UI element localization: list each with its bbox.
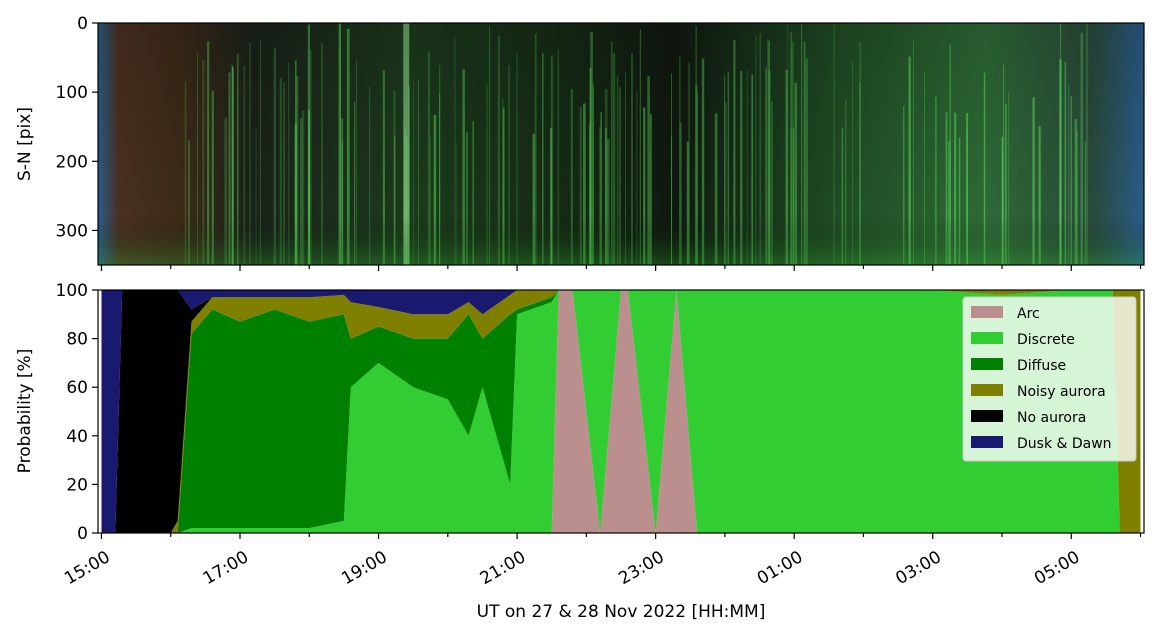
area-noisy-aurora: [101, 290, 1141, 533]
legend-box: [962, 296, 1137, 462]
legend-swatch: [971, 358, 1003, 370]
legend-label: Diffuse: [1017, 358, 1066, 374]
probability-y-tick-label: 100: [56, 281, 88, 301]
probability-y-tick-label: 60: [66, 378, 88, 398]
area-arc: [101, 290, 1141, 533]
probability-y-axis-label: Probability [%]: [15, 349, 35, 474]
keogram-frame: [97, 22, 1145, 266]
keogram-y-tick-label: 200: [56, 152, 88, 172]
x-tick-label: 15:00: [61, 547, 113, 589]
area-discrete: [101, 290, 1141, 533]
legend-label: Dusk & Dawn: [1017, 436, 1112, 452]
x-tick-label: 23:00: [615, 547, 667, 589]
legend-label: No aurora: [1017, 410, 1086, 426]
legend-label: Noisy aurora: [1017, 384, 1106, 400]
legend-label: Discrete: [1017, 332, 1075, 348]
probability-y-axis: 0 20 40 60 80 100: [56, 281, 98, 544]
keogram-x-ticks: [100, 265, 1142, 271]
x-tick-label: 19:00: [338, 547, 390, 589]
legend-swatch: [971, 306, 1003, 318]
keogram-panel: 0 100 200 300 S-N [pix]: [15, 14, 1145, 271]
probability-y-tick-label: 20: [66, 475, 88, 495]
legend-label: Arc: [1017, 306, 1040, 322]
keogram-y-axis-label: S-N [pix]: [15, 107, 35, 181]
legend-swatch: [971, 436, 1003, 448]
probability-frame: [97, 289, 1145, 534]
legend: Arc Discrete Diffuse Noisy aurora No aurora D…: [962, 296, 1137, 462]
keogram-shading: [98, 23, 1144, 265]
keogram-y-tick-label: 100: [56, 83, 88, 103]
area-diffuse: [101, 290, 1141, 533]
probability-y-tick-label: 0: [77, 524, 88, 544]
probability-x-axis: 15:00 17:00 19:00 21:00 23:00 01:00 03:00 05:00: [61, 533, 1142, 589]
x-tick-label: 03:00: [892, 547, 944, 589]
x-tick-label: 05:00: [1031, 547, 1083, 589]
legend-swatch: [971, 410, 1003, 422]
x-axis-label: UT on 27 & 28 Nov 2022 [HH:MM]: [477, 602, 766, 622]
probability-stacked-areas: [101, 290, 1141, 533]
keogram-y-tick-label: 300: [56, 221, 88, 241]
probability-y-tick-label: 40: [66, 427, 88, 447]
keogram-y-axis: 0 100 200 300: [56, 14, 98, 241]
x-tick-label: 21:00: [477, 547, 529, 589]
x-tick-label: 01:00: [754, 547, 806, 589]
probability-y-tick-label: 80: [66, 330, 88, 350]
keogram-y-tick-label: 0: [77, 14, 88, 34]
x-tick-label: 17:00: [200, 547, 252, 589]
legend-swatch: [971, 332, 1003, 344]
legend-swatch: [971, 384, 1003, 396]
probability-panel: 0 20 40 60 80 100 15:00 17:00 19:00 21:00 23:00 01…: [15, 281, 1145, 622]
